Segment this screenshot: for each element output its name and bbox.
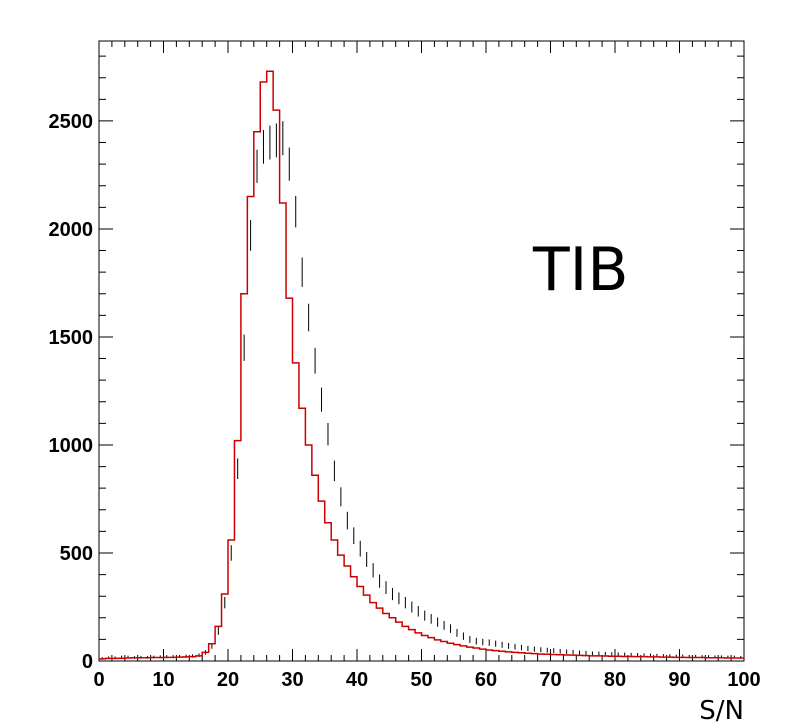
data-points-series xyxy=(101,121,742,660)
y-tick-label: 1000 xyxy=(49,435,94,457)
y-tick-label: 1500 xyxy=(49,327,94,349)
y-tick-label: 2500 xyxy=(49,111,94,133)
y-tick-label: 0 xyxy=(82,651,93,673)
x-tick-label: 0 xyxy=(93,669,104,691)
plot-frame xyxy=(98,40,745,662)
x-tick-label: 50 xyxy=(410,669,432,691)
simulation-histogram-line xyxy=(99,70,744,660)
x-tick-label: 70 xyxy=(539,669,561,691)
y-tick-labels: 0 500 1000 1500 2000 2500 xyxy=(49,111,94,673)
tick-marks xyxy=(98,41,745,662)
x-tick-labels: 0 10 20 30 40 50 60 70 80 90 100 xyxy=(93,669,760,691)
x-axis-title: S/N xyxy=(699,696,744,724)
x-tick-label: 100 xyxy=(727,669,760,691)
axis-ticks xyxy=(98,41,745,662)
x-tick-label: 90 xyxy=(668,669,690,691)
x-tick-label: 20 xyxy=(217,669,239,691)
x-tick-label: 10 xyxy=(152,669,174,691)
x-tick-label: 40 xyxy=(346,669,368,691)
detector-label-annotation: TIB xyxy=(532,235,629,305)
y-tick-label: 500 xyxy=(60,543,93,565)
x-tick-label: 60 xyxy=(475,669,497,691)
y-tick-label: 2000 xyxy=(49,219,94,241)
x-tick-label: 30 xyxy=(281,669,303,691)
x-tick-label: 80 xyxy=(604,669,626,691)
